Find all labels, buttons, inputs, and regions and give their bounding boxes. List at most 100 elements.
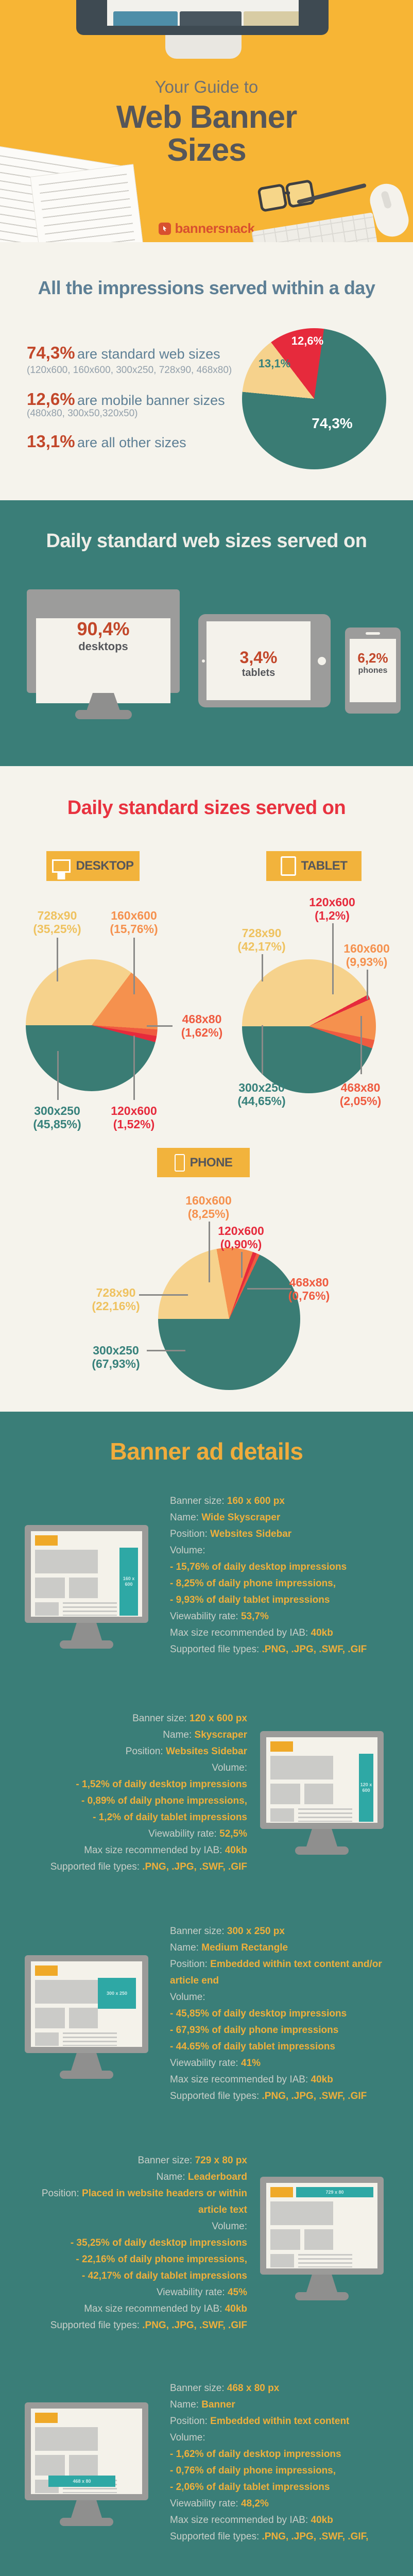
phone-icon <box>174 1154 185 1172</box>
leader-line <box>147 1350 185 1351</box>
desktop-icon <box>52 859 71 873</box>
desktop-pie-chart <box>26 959 158 1091</box>
leader-line <box>57 1051 59 1100</box>
wireframe-monitor-468x80: 468 x 80 <box>25 2402 148 2526</box>
wireframe-monitor-160x600: 160 x 600 <box>25 1525 148 1649</box>
devices-section: Daily standard web sizes served on 90,4%… <box>0 500 413 766</box>
desktop-pie-label-300x250: 300x250 (45,85%) <box>33 1104 81 1131</box>
monitor-stand <box>165 35 242 59</box>
tablet-share: 3,4% <box>239 648 278 667</box>
leader-line <box>332 923 334 994</box>
wireframe-ad-slot: 468 x 80 <box>48 2476 115 2487</box>
leader-line <box>367 970 368 999</box>
leader-line <box>262 954 263 981</box>
wireframe-logo-block <box>35 1535 58 1546</box>
banner-detail-300x250: Banner size: 300 x 250 px Name: Medium R… <box>170 1926 382 2102</box>
standard-sizes-section: Daily standard sizes served on DESKTOP T… <box>0 766 413 1412</box>
cursor-icon <box>158 222 171 235</box>
phone-pie-label-468x80: 468x80 (0,76%) <box>288 1276 330 1302</box>
desktop-badge-label: DESKTOP <box>76 859 134 873</box>
tablet-pie-label-160x600: 160x600 (9,93%) <box>343 942 390 969</box>
leader-line <box>133 1036 135 1100</box>
monitor-base <box>75 710 132 719</box>
tablet-pie-chart <box>242 959 376 1093</box>
tablet-illustration: 3,4% tablets <box>198 614 331 707</box>
stat-pct: 74,3% <box>27 343 75 362</box>
stat-standard-note: (120x600, 160x600, 300x250, 728x90, 468x… <box>27 365 232 376</box>
desktop-share-label: desktops <box>78 640 128 653</box>
glasses-bridge <box>283 192 290 194</box>
desktop-pie-label-120x600: 120x600 (1,52%) <box>111 1104 157 1131</box>
wireframe-monitor-729x80: 729 x 80 <box>260 2177 384 2300</box>
desktop-pie-label-160x600: 160x600 (15,76%) <box>110 909 158 936</box>
page-title-line2: Sizes <box>167 132 247 168</box>
impressions-title: All the impressions served within a day <box>38 277 375 298</box>
phone-pie-label-300x250: 300x250 (67,93%) <box>92 1344 140 1370</box>
brand-logo: bannersnack <box>0 221 413 236</box>
stat-mobile-sizes: 12,6% are mobile banner sizes <box>27 389 225 409</box>
desktop-pie-label-728x90: 728x90 (35,25%) <box>33 909 81 936</box>
stat-pct: 12,6% <box>27 389 75 409</box>
screen-card-tan <box>244 11 299 26</box>
leader-line <box>247 1288 291 1290</box>
tablet-pie-label-300x250: 300x250 (44,65%) <box>237 1081 286 1108</box>
tablet-icon <box>280 856 296 876</box>
wireframe-monitor-120x600: 120 x 600 <box>260 1731 384 1855</box>
wireframe-ad-slot: 300 x 250 <box>98 1978 136 2009</box>
tablet-share-label: tablets <box>242 667 276 679</box>
phone-pie-chart <box>158 1248 300 1390</box>
banner-details-title: Banner ad details <box>110 1438 303 1465</box>
banner-detail-120x600: Banner size: 120 x 600 px Name: Skyscrap… <box>50 1713 247 1872</box>
phone-pie-label-120x600: 120x600 (0,90%) <box>218 1224 264 1251</box>
phone-badge: PHONE <box>157 1148 250 1177</box>
standard-sizes-title: Daily standard sizes served on <box>67 797 346 819</box>
phone-pie-label-728x90: 728x90 (22,16%) <box>92 1286 140 1313</box>
stat-other-sizes: 13,1% are all other sizes <box>27 432 186 451</box>
devices-title: Daily standard web sizes served on <box>46 530 367 552</box>
leader-line <box>209 1222 210 1282</box>
wireframe-monitor-300x250: 300 x 250 <box>25 1955 148 2079</box>
leader-line <box>262 1025 263 1074</box>
leader-line <box>147 1025 173 1027</box>
banner-detail-729x80: Banner size: 729 x 80 px Name: Leaderboa… <box>41 2155 247 2331</box>
phone-badge-label: PHONE <box>190 1155 233 1170</box>
phone-pie-label-160x600: 160x600 (8,25%) <box>185 1194 232 1221</box>
header-eyebrow: Your Guide to <box>154 77 259 96</box>
stat-mobile-note: (480x80, 300x50,320x50) <box>27 408 138 419</box>
phone-share: 6,2% <box>357 650 388 666</box>
phone-speaker <box>366 632 380 635</box>
pie-label-other: 13,1% <box>258 357 291 370</box>
brand-logo-text: bannersnack <box>175 221 255 236</box>
phone-illustration: 6,2% phones <box>345 628 401 714</box>
leader-line <box>57 938 58 981</box>
screen-card-blue <box>113 11 178 26</box>
stat-pct: 13,1% <box>27 432 75 451</box>
desk-monitor-illustration <box>76 0 329 35</box>
monitor-screen <box>107 0 299 26</box>
wireframe-ad-slot: 729 x 80 <box>296 2187 373 2197</box>
tablet-camera-dot <box>202 659 205 663</box>
header-section: Your Guide to Web Banner Sizes bannersna… <box>0 0 413 298</box>
stat-standard-sizes: 74,3% are standard web sizes <box>27 343 220 363</box>
banner-detail-468x80: Banner size: 468 x 80 px Name: Banner Po… <box>170 2383 369 2542</box>
desktop-illustration: 90,4% desktops <box>27 589 180 719</box>
glasses-icon <box>257 183 288 213</box>
tablet-home-button <box>318 656 326 665</box>
monitor-stand <box>87 693 120 710</box>
page-title-line1: Web Banner <box>116 99 298 135</box>
leader-line <box>133 938 135 994</box>
leader-line <box>360 1016 362 1074</box>
leader-line <box>241 1252 243 1278</box>
screen-card-dark <box>180 11 242 26</box>
stat-desc: are mobile banner sizes <box>77 393 225 408</box>
tablet-pie-label-468x80: 468x80 (2,05%) <box>339 1081 382 1108</box>
leader-line <box>139 1294 188 1296</box>
banner-details-section: Banner ad details 160 x 600 Banner size:… <box>0 1412 413 2576</box>
tablet-badge-label: TABLET <box>301 859 348 873</box>
page-title: Web Banner Sizes <box>0 101 413 167</box>
desktop-pie-label-468x80: 468x80 (1,62%) <box>181 1012 223 1039</box>
phone-share-label: phones <box>358 666 388 675</box>
wireframe-ad-slot: 160 x 600 <box>119 1548 138 1616</box>
impressions-pie-chart <box>242 328 386 469</box>
